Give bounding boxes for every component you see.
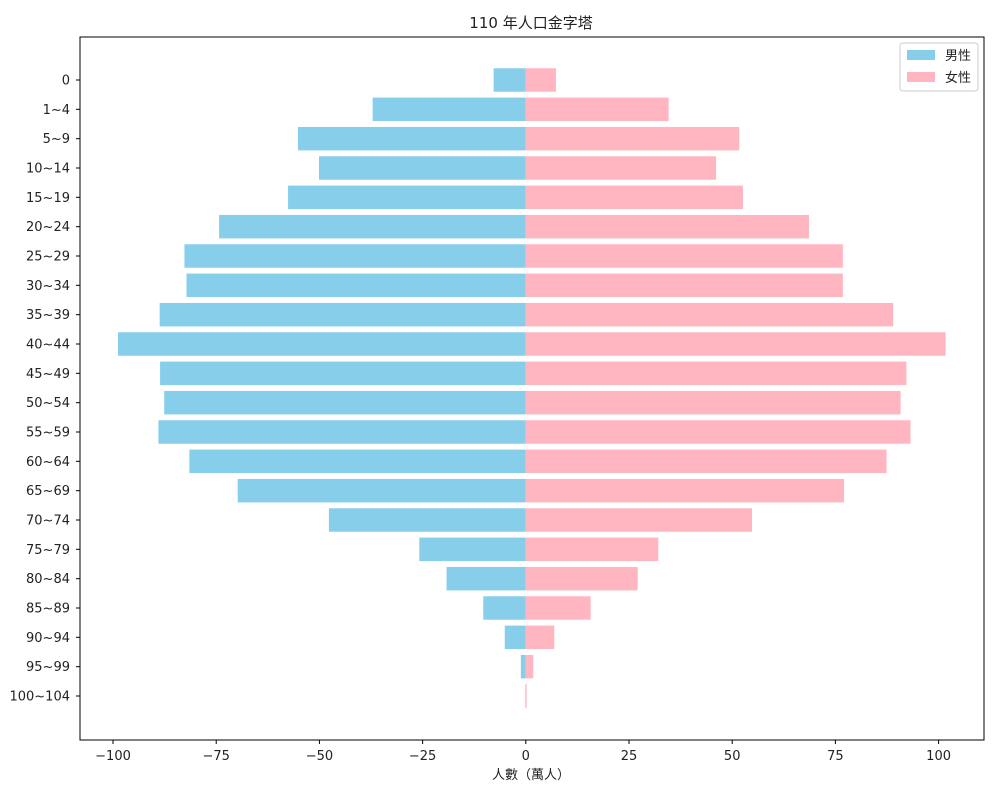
bar-male-17 <box>446 566 526 591</box>
x-axis: −100 −75 −50 −25 0 25 50 75 100 <box>95 740 951 764</box>
bar-female-8 <box>525 302 894 327</box>
bar-male-16 <box>419 537 526 562</box>
bar-male-7 <box>186 273 526 298</box>
bar-female-11 <box>525 390 901 415</box>
x-tick-label: 50 <box>724 749 741 764</box>
y-tick-label: 80~84 <box>26 572 70 587</box>
legend: 男性 女性 <box>899 42 979 92</box>
bar-female-13 <box>525 449 887 474</box>
bar-female-3 <box>525 156 717 180</box>
bar-male-2 <box>297 126 526 151</box>
bar-male-5 <box>219 214 526 239</box>
y-tick-label: 15~19 <box>26 191 70 206</box>
x-tick-label: 25 <box>621 749 638 764</box>
x-tick-label: 0 <box>522 749 530 764</box>
legend-label-male: 男性 <box>945 49 971 64</box>
bar-male-9 <box>117 332 526 356</box>
male-series <box>117 68 527 708</box>
y-tick-label: 60~64 <box>26 455 70 470</box>
bar-male-3 <box>319 156 526 180</box>
y-tick-label: 70~74 <box>26 514 70 529</box>
y-tick-label: 30~34 <box>26 279 70 294</box>
y-tick-label: 20~24 <box>26 220 70 235</box>
bar-female-0 <box>525 68 556 92</box>
bar-female-21 <box>525 684 527 708</box>
bar-male-8 <box>159 302 526 327</box>
bar-male-11 <box>164 390 526 415</box>
bar-male-15 <box>328 508 526 532</box>
x-tick-label: −75 <box>203 749 230 764</box>
y-tick-label: 10~14 <box>26 162 70 177</box>
bar-male-6 <box>184 244 526 268</box>
bar-male-4 <box>288 185 526 210</box>
x-tick-label: −50 <box>306 749 333 764</box>
bar-male-10 <box>160 361 526 386</box>
bar-female-19 <box>525 625 555 650</box>
bar-female-9 <box>525 332 946 356</box>
bar-male-14 <box>237 478 526 503</box>
legend-swatch-female <box>907 72 935 82</box>
bar-female-7 <box>525 273 843 298</box>
bar-male-1 <box>372 97 526 122</box>
bar-male-20 <box>520 654 526 679</box>
bar-female-20 <box>525 654 534 679</box>
bar-female-14 <box>525 478 845 503</box>
bar-female-5 <box>525 214 809 239</box>
y-tick-label: 75~79 <box>26 543 70 558</box>
y-tick-label: 65~69 <box>26 484 70 499</box>
bar-female-4 <box>525 185 743 210</box>
bar-female-6 <box>525 244 843 268</box>
legend-swatch-male <box>907 50 935 60</box>
bar-male-13 <box>189 449 526 474</box>
y-tick-label: 0 <box>62 74 70 89</box>
bar-female-17 <box>525 566 638 591</box>
bar-female-2 <box>525 126 740 151</box>
bar-female-18 <box>525 596 591 620</box>
bar-male-19 <box>504 625 526 650</box>
female-series <box>525 68 946 708</box>
x-tick-label: 75 <box>827 749 844 764</box>
bar-male-21 <box>525 684 527 708</box>
y-tick-label: 90~94 <box>26 631 70 646</box>
plot-area-frame <box>79 36 985 741</box>
y-tick-label: 50~54 <box>26 396 70 411</box>
y-axis: 0 1~4 5~9 10~14 15~19 20~24 25~29 30~34 35~39 40~… <box>9 74 80 705</box>
bar-male-18 <box>483 596 526 620</box>
y-tick-label: 100~104 <box>9 690 70 705</box>
chart-title: 110 年人口金字塔 <box>469 14 592 32</box>
bar-male-12 <box>158 420 526 444</box>
y-tick-label: 35~39 <box>26 308 70 323</box>
bar-female-1 <box>525 97 669 122</box>
bar-female-12 <box>525 420 911 444</box>
bar-female-16 <box>525 537 659 562</box>
x-tick-label: 100 <box>926 749 951 764</box>
bar-female-15 <box>525 508 753 532</box>
bar-male-0 <box>493 68 526 92</box>
y-tick-label: 25~29 <box>26 250 70 265</box>
x-tick-label: −25 <box>409 749 436 764</box>
y-tick-label: 45~49 <box>26 367 70 382</box>
y-tick-label: 85~89 <box>26 602 70 617</box>
y-tick-label: 55~59 <box>26 426 70 441</box>
y-tick-label: 1~4 <box>43 103 70 118</box>
x-axis-label: 人數（萬人） <box>492 768 570 783</box>
y-tick-label: 5~9 <box>43 132 70 147</box>
y-tick-label: 95~99 <box>26 660 70 675</box>
legend-label-female: 女性 <box>945 70 971 86</box>
y-tick-label: 40~44 <box>26 338 70 353</box>
x-tick-label: −100 <box>95 749 131 764</box>
bar-female-10 <box>525 361 907 386</box>
